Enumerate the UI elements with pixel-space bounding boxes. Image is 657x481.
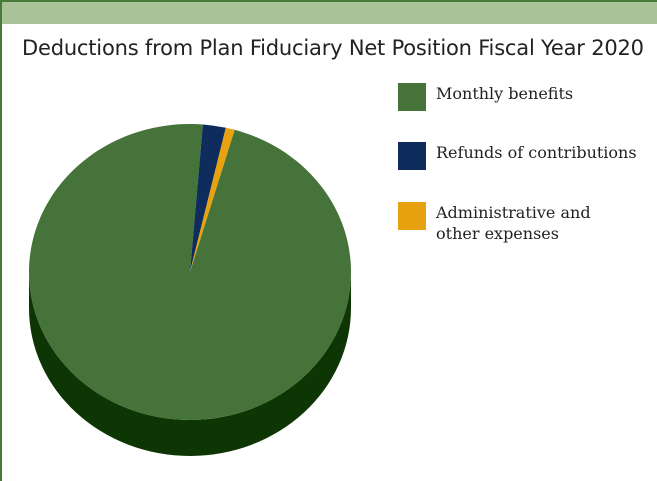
legend-swatch [398,83,426,111]
legend-label: Administrative and other expenses [436,203,591,243]
legend-item-monthly-benefits: Monthly benefits [398,83,651,111]
legend-item-refunds: Refunds of contributions [398,142,651,170]
chart-title: Deductions from Plan Fiduciary Net Posit… [22,36,644,60]
header-band [2,2,657,24]
legend-item-administrative: Administrative and other expenses [398,202,606,244]
pie-slice-0 [29,124,352,420]
pie-slice-1 [190,124,226,272]
pie-slice-2 [190,127,235,272]
legend-label: Monthly benefits [436,84,574,103]
legend-label: Refunds of contributions [436,143,637,162]
legend-swatch [398,202,426,230]
pie-side-0 [29,272,351,456]
legend-swatch [398,142,426,170]
